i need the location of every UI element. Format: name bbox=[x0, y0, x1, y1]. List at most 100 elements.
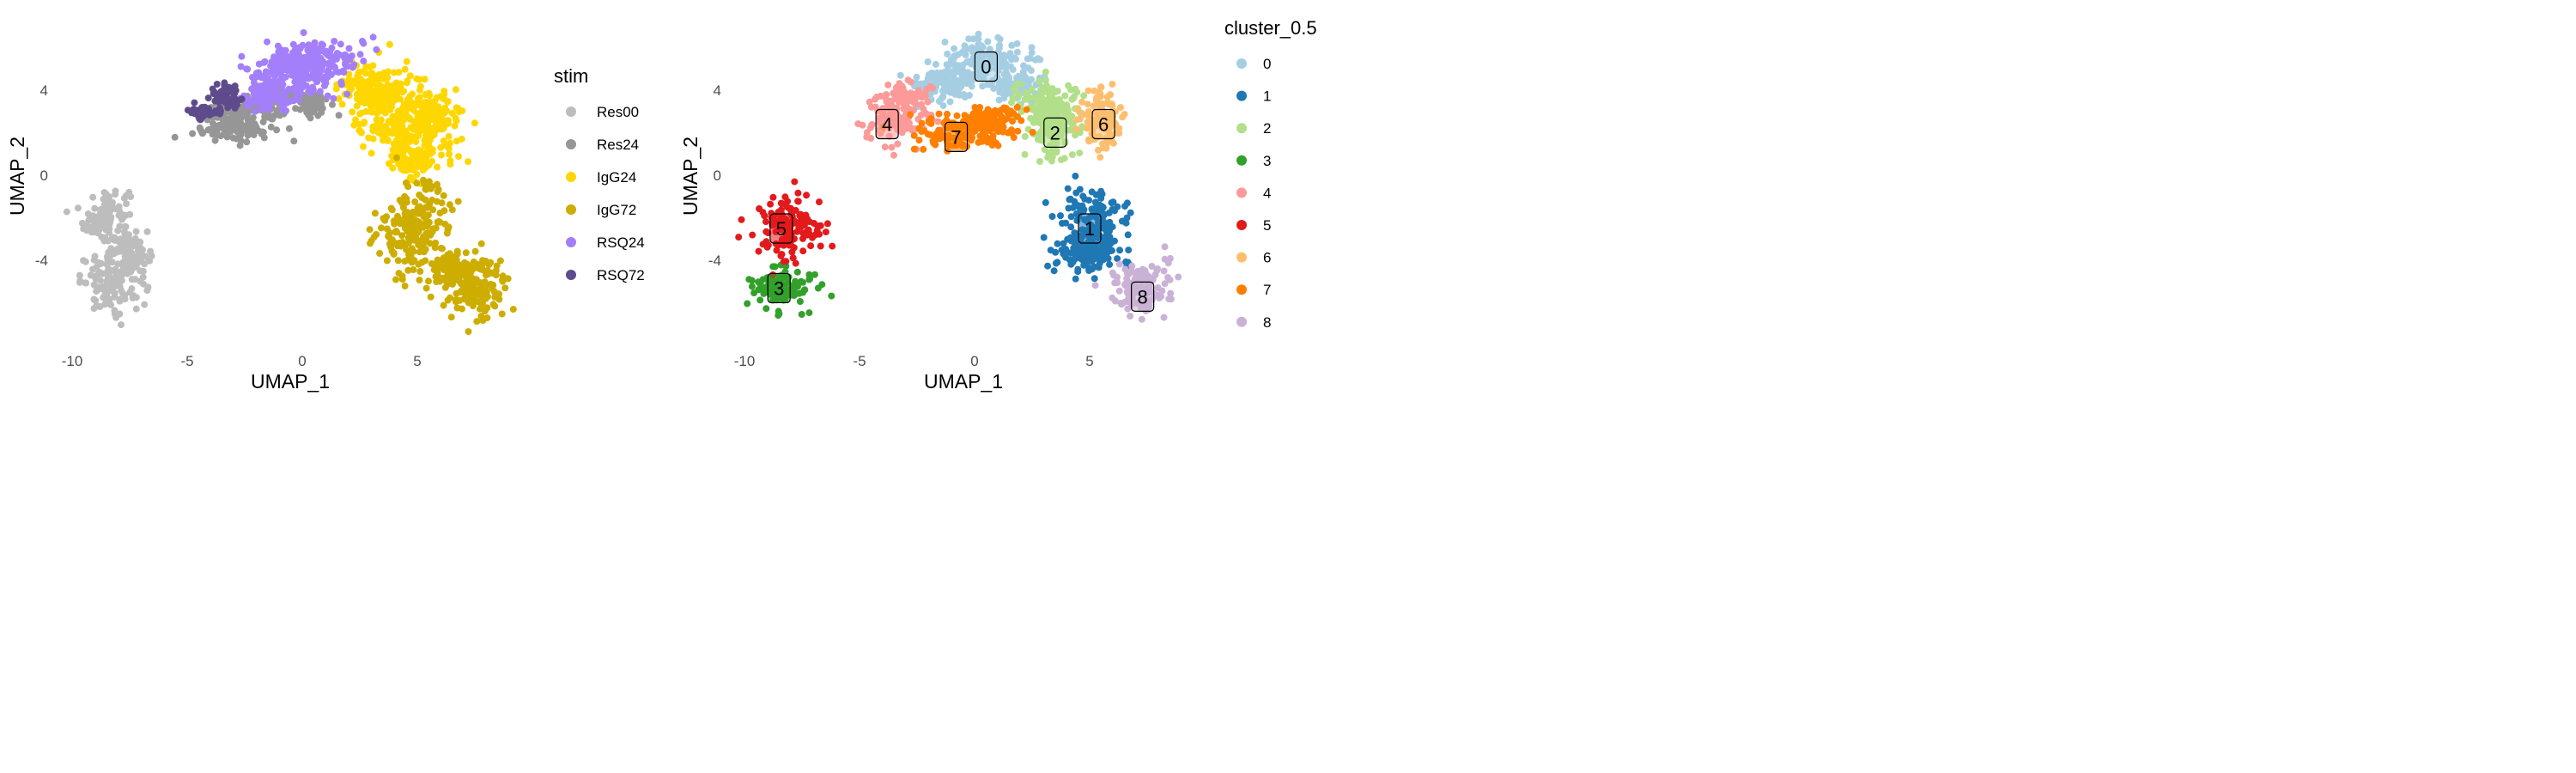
data-point bbox=[764, 241, 772, 249]
data-point bbox=[1085, 107, 1092, 115]
data-point bbox=[901, 98, 908, 106]
cluster-label: 2 bbox=[1050, 122, 1060, 143]
cluster-label-box bbox=[974, 51, 999, 82]
data-point bbox=[360, 119, 368, 127]
data-point bbox=[413, 180, 421, 187]
data-point bbox=[89, 193, 97, 201]
legend-key bbox=[1236, 90, 1247, 101]
data-point bbox=[139, 267, 147, 275]
data-point bbox=[496, 257, 504, 265]
data-point bbox=[1045, 149, 1053, 156]
data-point bbox=[951, 67, 959, 75]
data-point bbox=[1024, 64, 1032, 72]
data-point bbox=[427, 293, 434, 301]
data-point bbox=[399, 104, 407, 112]
data-point bbox=[773, 247, 781, 254]
data-point bbox=[483, 304, 491, 312]
cluster-label-box bbox=[1078, 213, 1102, 244]
data-point bbox=[398, 131, 405, 138]
data-point bbox=[279, 75, 287, 82]
data-point bbox=[996, 88, 1004, 95]
data-point bbox=[1124, 231, 1132, 239]
data-point bbox=[337, 78, 345, 86]
data-point bbox=[828, 292, 835, 300]
y-tick-label: 4 bbox=[714, 82, 721, 99]
data-point bbox=[805, 226, 812, 234]
data-point bbox=[1117, 104, 1124, 112]
y-tick-label: 0 bbox=[714, 167, 721, 184]
data-point bbox=[759, 240, 767, 248]
cluster-label: 4 bbox=[882, 113, 892, 135]
data-point bbox=[1064, 235, 1072, 243]
data-point bbox=[391, 113, 398, 120]
data-point bbox=[378, 82, 386, 90]
data-point bbox=[391, 69, 398, 76]
data-point bbox=[440, 301, 447, 309]
data-point bbox=[380, 104, 387, 112]
data-point bbox=[1010, 134, 1018, 142]
data-point bbox=[811, 231, 819, 239]
data-point bbox=[248, 85, 256, 93]
data-point bbox=[425, 218, 433, 226]
data-point bbox=[1128, 262, 1136, 270]
cluster-label-box bbox=[1131, 281, 1155, 312]
data-point bbox=[902, 125, 910, 132]
data-point bbox=[1068, 120, 1076, 128]
data-point bbox=[318, 67, 325, 74]
data-point bbox=[401, 65, 409, 73]
data-point bbox=[350, 61, 358, 69]
data-point bbox=[984, 38, 992, 46]
data-point bbox=[403, 79, 410, 87]
data-point bbox=[221, 79, 228, 87]
data-point bbox=[236, 96, 244, 104]
data-point bbox=[126, 249, 133, 257]
legend-key bbox=[1236, 58, 1247, 69]
y-tick-label: -4 bbox=[35, 253, 48, 269]
data-point bbox=[436, 218, 444, 226]
data-point bbox=[944, 50, 951, 58]
data-point bbox=[422, 186, 429, 193]
data-point bbox=[1008, 99, 1015, 107]
data-point bbox=[302, 82, 310, 89]
data-point bbox=[1003, 107, 1011, 115]
data-point bbox=[1029, 129, 1036, 136]
data-point bbox=[1040, 97, 1047, 105]
data-point bbox=[805, 276, 813, 283]
data-point bbox=[82, 279, 89, 287]
data-point bbox=[272, 58, 280, 65]
data-point bbox=[1088, 258, 1096, 265]
data-point bbox=[1165, 295, 1173, 303]
data-point bbox=[442, 274, 449, 282]
data-point bbox=[132, 228, 140, 235]
legend-key bbox=[566, 107, 576, 117]
data-point bbox=[1021, 150, 1029, 158]
data-point bbox=[793, 268, 801, 276]
data-point bbox=[1072, 210, 1080, 217]
data-point bbox=[1005, 129, 1013, 137]
data-point bbox=[252, 107, 259, 115]
data-point bbox=[791, 178, 799, 186]
data-point bbox=[1050, 267, 1058, 275]
data-point bbox=[913, 73, 920, 81]
data-point bbox=[302, 55, 310, 63]
data-point bbox=[367, 96, 374, 104]
data-point bbox=[1154, 265, 1161, 272]
data-point bbox=[386, 119, 394, 126]
data-point bbox=[331, 38, 338, 45]
data-point bbox=[1048, 85, 1056, 93]
data-point bbox=[391, 220, 398, 228]
data-point bbox=[434, 180, 440, 188]
data-point bbox=[106, 216, 114, 223]
data-point bbox=[310, 44, 318, 52]
data-point bbox=[1064, 185, 1072, 192]
cluster-label-box bbox=[1091, 108, 1115, 140]
data-point bbox=[1083, 125, 1091, 132]
data-point bbox=[794, 198, 802, 205]
data-point bbox=[295, 96, 302, 104]
data-point bbox=[462, 249, 470, 257]
legend-label: 1 bbox=[1263, 88, 1271, 105]
data-point bbox=[965, 35, 973, 43]
legend-label: 0 bbox=[1263, 56, 1271, 72]
data-point bbox=[1040, 234, 1048, 241]
data-point bbox=[469, 281, 477, 289]
